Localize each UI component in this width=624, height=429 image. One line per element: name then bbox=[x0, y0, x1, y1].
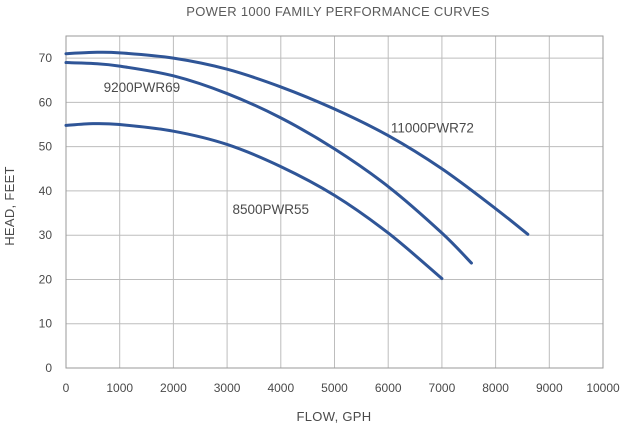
x-tick-label: 7000 bbox=[429, 381, 456, 395]
x-tick-label: 8000 bbox=[482, 381, 509, 395]
x-tick-label: 0 bbox=[63, 381, 70, 395]
series-lines bbox=[64, 50, 530, 281]
plot-frame bbox=[65, 35, 604, 369]
series-label-11000pwr72: 11000PWR72 bbox=[391, 121, 474, 136]
series-label-9200pwr69: 9200PWR69 bbox=[104, 80, 181, 95]
y-tick-label: 70 bbox=[39, 51, 53, 65]
y-axis-ticks: 0 10 20 30 40 50 60 70 bbox=[39, 51, 53, 375]
y-tick-label: 10 bbox=[39, 317, 53, 331]
x-tick-label: 3000 bbox=[214, 381, 241, 395]
y-tick-label: 50 bbox=[39, 140, 53, 154]
x-tick-label: 5000 bbox=[321, 381, 348, 395]
y-tick-label: 30 bbox=[39, 228, 53, 242]
x-tick-label: 2000 bbox=[160, 381, 187, 395]
x-axis-label: FLOW, GPH bbox=[297, 409, 372, 424]
chart-title: POWER 1000 FAMILY PERFORMANCE CURVES bbox=[186, 4, 489, 19]
series-labels: 9200PWR69 11000PWR72 8500PWR55 bbox=[104, 80, 474, 217]
series-line-11000pwr72 bbox=[64, 50, 530, 236]
y-tick-label: 20 bbox=[39, 272, 53, 286]
x-tick-label: 6000 bbox=[375, 381, 402, 395]
y-tick-label: 40 bbox=[39, 184, 53, 198]
y-tick-label: 0 bbox=[45, 361, 52, 375]
series-label-8500pwr55: 8500PWR55 bbox=[232, 202, 309, 217]
y-axis-label: HEAD, FEET bbox=[2, 166, 17, 246]
series-line-8500pwr55 bbox=[64, 122, 444, 281]
x-tick-label: 9000 bbox=[536, 381, 563, 395]
x-axis-ticks: 0 1000 2000 3000 4000 5000 6000 7000 8000 9000 100… bbox=[63, 381, 620, 395]
x-tick-label: 1000 bbox=[106, 381, 133, 395]
y-tick-label: 60 bbox=[39, 95, 53, 109]
x-tick-label: 4000 bbox=[267, 381, 294, 395]
series-line-9200pwr69 bbox=[64, 61, 473, 265]
x-tick-label: 10000 bbox=[586, 381, 620, 395]
